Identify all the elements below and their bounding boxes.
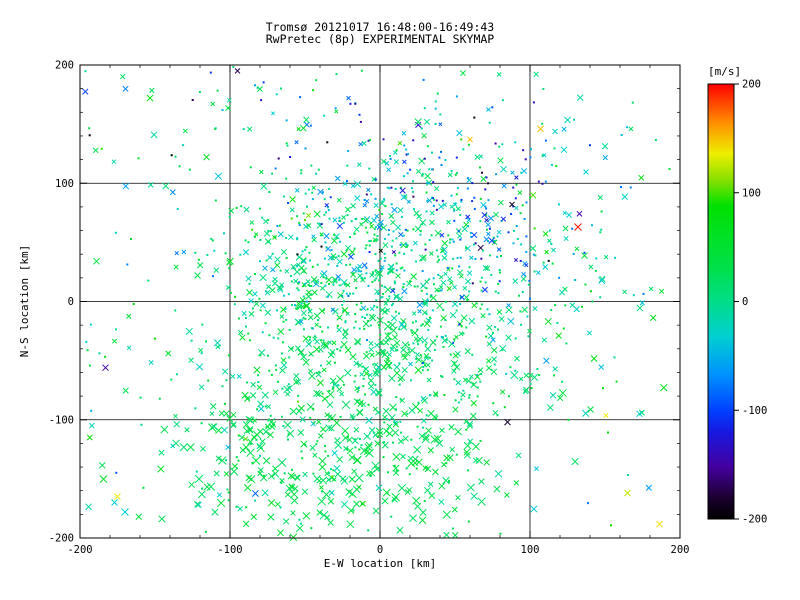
x-tick-label: 200: [671, 544, 690, 556]
x-tick-label: 100: [521, 544, 540, 556]
gridlines: [80, 65, 680, 538]
x-tick-label: -200: [67, 544, 92, 556]
colorbar-tick-label: 0: [742, 296, 748, 308]
y-axis-label: N-S location [km]: [18, 245, 31, 358]
y-tick-label: 200: [55, 60, 74, 72]
colorbar-unit-label: [m/s]: [708, 65, 741, 78]
colorbar-tick-label: 200: [742, 79, 761, 91]
axis-tick-labels: -200 -100 0 100 200 -200 -100 0 100 200: [49, 60, 690, 557]
x-axis-label: E-W location [km]: [324, 557, 437, 570]
x-tick-label: 0: [377, 544, 383, 556]
y-tick-label: -200: [49, 533, 74, 545]
plot-subtitle: RwPretec (8p) EXPERIMENTAL SKYMAP: [266, 32, 495, 46]
y-tick-label: -100: [49, 414, 74, 426]
colorbar-ticks: 200 100 0 -100 -200: [734, 79, 767, 526]
colorbar-tick-label: -200: [742, 514, 767, 526]
colorbar: [m/s] 200 100 0 -100 -200: [707, 65, 767, 526]
scatter-points: [82, 65, 671, 542]
y-tick-label: 0: [68, 296, 74, 308]
axis-ticks: [79, 64, 681, 539]
colorbar-tick-label: 100: [742, 187, 761, 199]
colorbar-tick-label: -100: [742, 405, 767, 417]
plot-title: Tromsø 20121017 16:48:00-16:49:43: [266, 20, 495, 34]
y-tick-label: 100: [55, 178, 74, 190]
x-tick-label: -100: [217, 544, 242, 556]
colorbar-gradient: [707, 83, 735, 520]
